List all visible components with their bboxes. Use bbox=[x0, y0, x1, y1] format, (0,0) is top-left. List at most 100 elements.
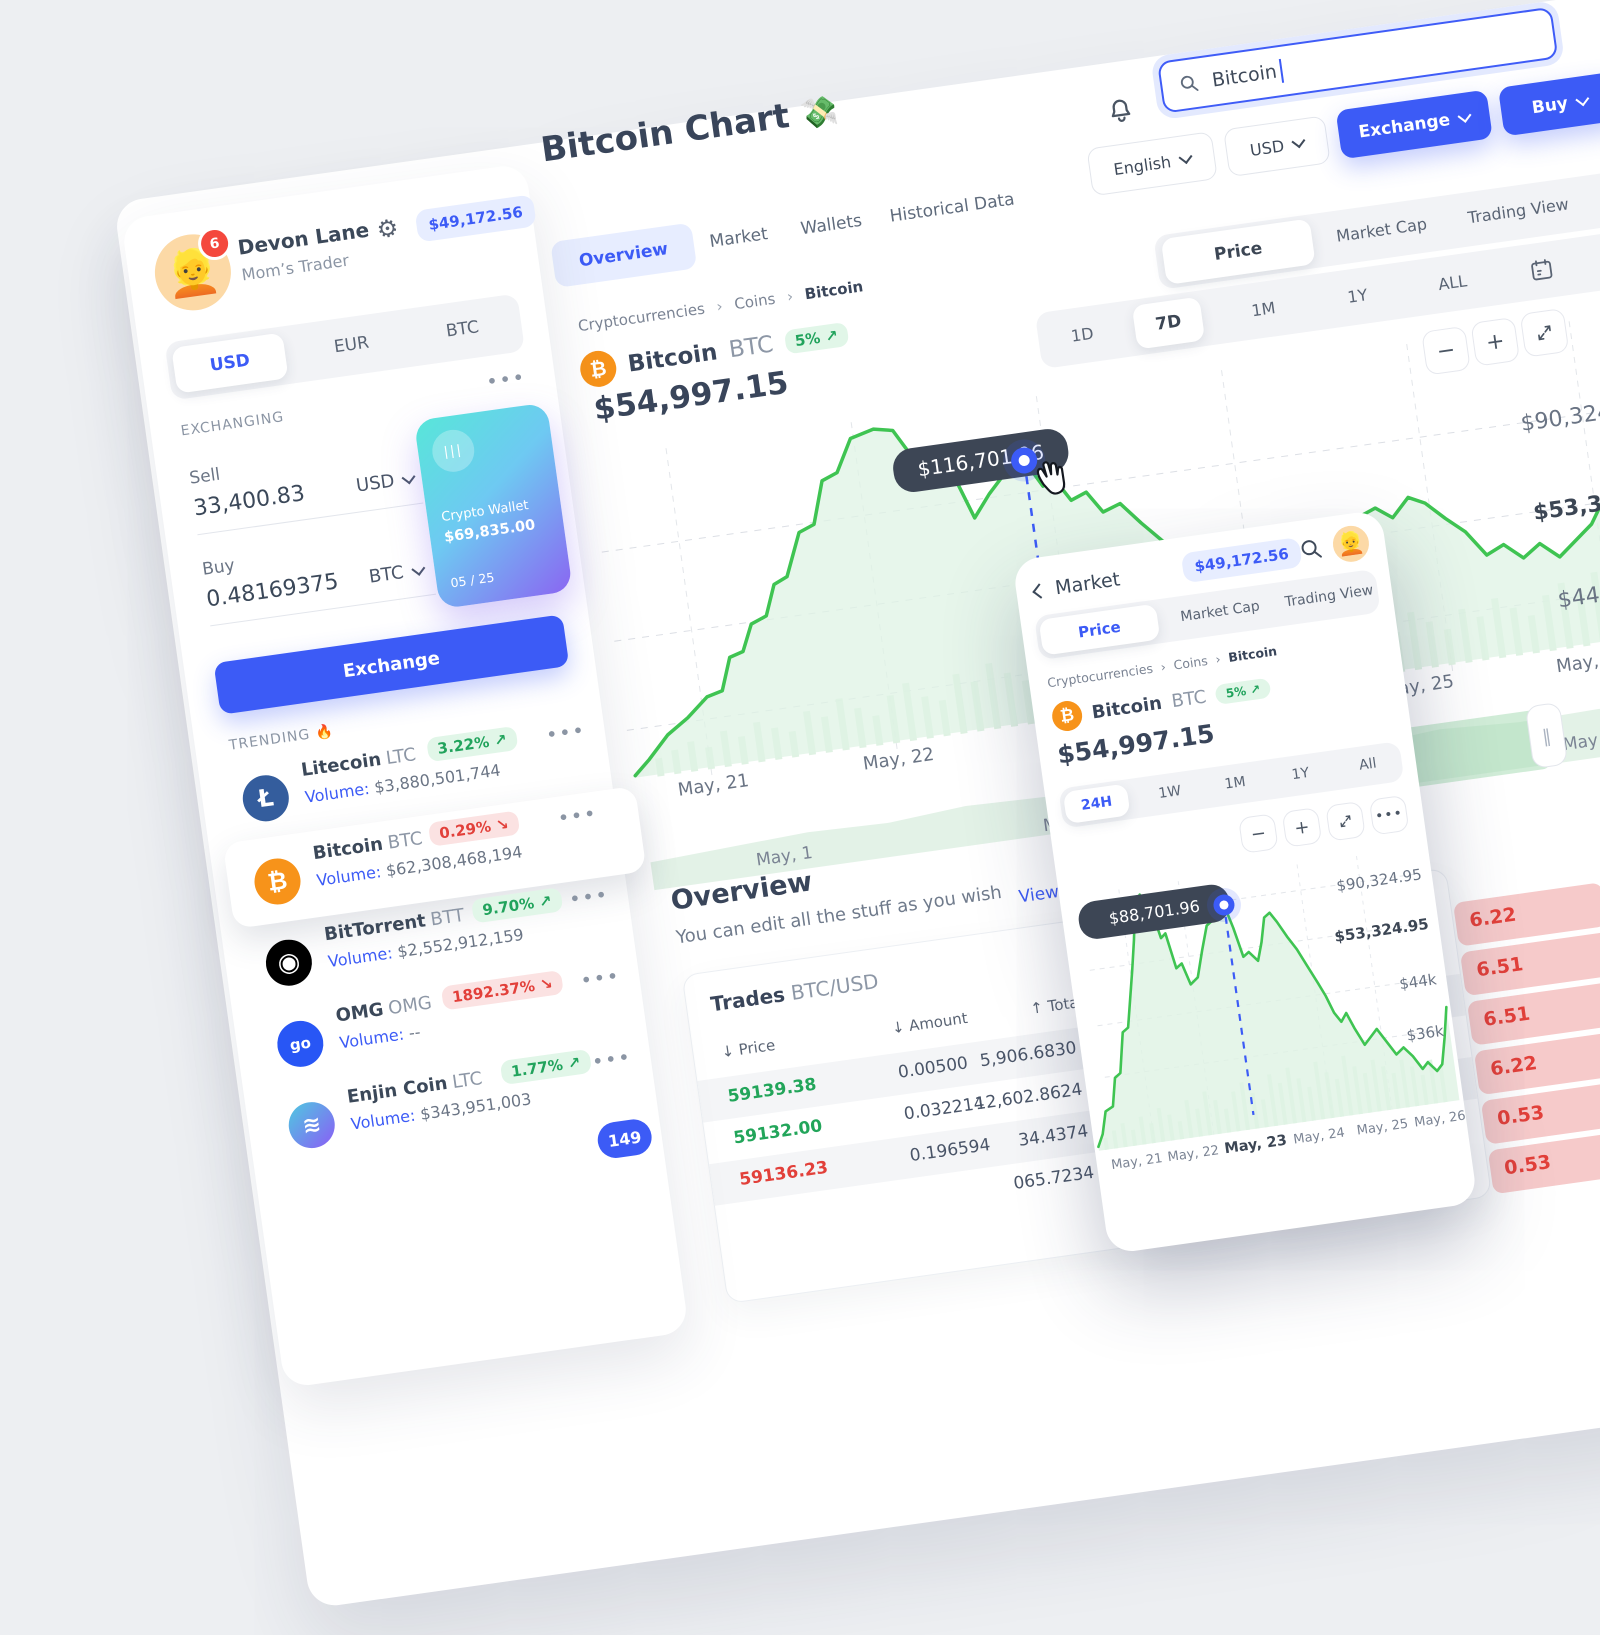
zoom-out-button[interactable]: − bbox=[1238, 813, 1279, 854]
row-menu-icon[interactable]: ••• bbox=[569, 885, 611, 909]
chevron-down-icon bbox=[402, 470, 416, 484]
gear-icon[interactable]: ⚙ bbox=[375, 213, 400, 244]
x-axis-label: May, 21 bbox=[676, 770, 750, 801]
range-1y[interactable]: 1Y bbox=[1326, 282, 1388, 309]
range-all[interactable]: ALL bbox=[1422, 269, 1484, 296]
bittorrent-logo-icon: ◉ bbox=[263, 937, 315, 989]
x-axis-label: May, 25 bbox=[1356, 1117, 1409, 1139]
search-value: Bitcoin bbox=[1211, 61, 1279, 92]
currency-tab-eur[interactable]: EUR bbox=[316, 330, 388, 360]
coin-name: Litecoin bbox=[300, 749, 383, 781]
expand-icon bbox=[1533, 322, 1556, 345]
trending-row-omg[interactable]: go OMG OMG 1892.37% ↘ Volume: -- ••• bbox=[273, 967, 610, 1014]
sell-amount-input[interactable]: 33,400.83 bbox=[192, 481, 306, 521]
range-7d[interactable]: 7D bbox=[1132, 297, 1205, 350]
count-badge: 149 bbox=[595, 1117, 653, 1160]
coin-symbol: LTC bbox=[451, 1068, 484, 1093]
y-axis-label: $53,324.95 bbox=[1532, 482, 1600, 526]
breadcrumb-cryptocurrencies[interactable]: Cryptocurrencies bbox=[1046, 661, 1154, 691]
buy-label: Buy bbox=[201, 555, 236, 579]
calendar-icon[interactable] bbox=[1528, 256, 1555, 283]
chevron-left-icon bbox=[1032, 583, 1047, 598]
balance-badge: $49,172.56 bbox=[415, 194, 537, 242]
chevron-down-icon bbox=[1178, 150, 1192, 164]
currency-tab-btc[interactable]: BTC bbox=[426, 315, 498, 345]
y-axis-label: $44k bbox=[1398, 970, 1438, 993]
bell-icon[interactable] bbox=[1103, 94, 1137, 128]
mobile-price-chart[interactable]: $90,324.95 $53,324.95 $44k $36k $88,701.… bbox=[1058, 836, 1468, 1185]
trade-total: 065.7234 bbox=[994, 1163, 1096, 1197]
sell-label: Sell bbox=[188, 465, 221, 489]
y-axis-label: $53,324.95 bbox=[1333, 915, 1429, 946]
mobile-view-price-tab[interactable]: Price bbox=[1039, 604, 1161, 656]
fullscreen-button[interactable] bbox=[1520, 308, 1570, 358]
row-menu-icon[interactable]: ••• bbox=[580, 966, 622, 990]
chevron-down-icon bbox=[1457, 108, 1471, 122]
trade-total: 12,602.8624 bbox=[972, 1080, 1084, 1115]
money-wings-emoji-icon: 💸 bbox=[799, 93, 841, 133]
x-axis-label: May, 26 bbox=[1413, 1109, 1466, 1131]
coin-name: Bitcoin bbox=[626, 339, 719, 377]
change-badge: 1892.37% ↘ bbox=[441, 970, 564, 1011]
avatar[interactable]: 👱 6 bbox=[150, 229, 236, 315]
trending-row-enjin[interactable]: ≋ Enjin Coin LTC 1.77% ↗ Volume: $343,95… bbox=[284, 1048, 621, 1095]
view-trading-view-tab[interactable]: Trading View bbox=[1448, 192, 1589, 230]
x-axis-label-active: May, 23 bbox=[1223, 1133, 1287, 1158]
bitcoin-logo-icon: ₿ bbox=[578, 349, 619, 390]
column-header-price[interactable]: ↓ Price bbox=[720, 1036, 776, 1061]
range-1w[interactable]: 1W bbox=[1147, 781, 1193, 803]
exchanging-label: EXCHANGING bbox=[180, 409, 285, 439]
fullscreen-button[interactable] bbox=[1325, 801, 1366, 842]
search-icon bbox=[1177, 71, 1202, 96]
chevron-down-icon bbox=[1292, 134, 1306, 148]
wallet-expiry: 05 / 25 bbox=[450, 569, 496, 590]
range-1y[interactable]: 1Y bbox=[1278, 763, 1324, 785]
trade-price: 59139.38 bbox=[726, 1075, 817, 1107]
range-1m[interactable]: 1M bbox=[1232, 296, 1294, 323]
coin-change-badge: 5% ↗ bbox=[1215, 678, 1272, 705]
range-all[interactable]: All bbox=[1345, 754, 1391, 776]
sell-currency-select[interactable]: USD bbox=[355, 468, 416, 497]
search-icon[interactable] bbox=[1298, 536, 1325, 563]
avatar[interactable]: 👱 bbox=[1331, 523, 1372, 564]
column-header-amount[interactable]: ↓ Amount bbox=[891, 1009, 969, 1037]
range-1d[interactable]: 1D bbox=[1051, 321, 1113, 348]
view-market-cap-tab[interactable]: Market Cap bbox=[1316, 212, 1447, 249]
mobile-back-button[interactable]: Market bbox=[1033, 568, 1122, 602]
coin-symbol: BTT bbox=[429, 905, 466, 931]
fire-emoji-icon: 🔥 bbox=[314, 723, 334, 741]
breadcrumb-coins[interactable]: Coins bbox=[1173, 653, 1209, 673]
x-axis-label: May, 26 bbox=[1555, 647, 1600, 678]
currency-tabs: USD EUR BTC bbox=[164, 293, 525, 400]
change-badge: 3.22% ↗ bbox=[426, 726, 518, 762]
exchange-submit-button[interactable]: Exchange bbox=[214, 614, 570, 714]
coin-name: OMG bbox=[334, 999, 384, 1026]
breadcrumb-bitcoin[interactable]: Bitcoin bbox=[1227, 643, 1278, 665]
y-axis-label: $90,324.95 bbox=[1519, 395, 1600, 437]
row-menu-icon[interactable]: ••• bbox=[591, 1047, 633, 1071]
mobile-view-trading-view-tab[interactable]: Trading View bbox=[1273, 581, 1384, 612]
crypto-wallet-card[interactable]: ||| Crypto Wallet $69,835.00 05 / 25 bbox=[414, 402, 573, 609]
change-badge: 1.77% ↗ bbox=[500, 1049, 592, 1085]
mobile-view-market-cap-tab[interactable]: Market Cap bbox=[1165, 596, 1276, 627]
range-24h[interactable]: 24H bbox=[1063, 783, 1131, 824]
currency-tab-usd[interactable]: USD bbox=[171, 333, 288, 394]
wallet-logo-icon: ||| bbox=[430, 427, 477, 474]
language-value: English bbox=[1112, 152, 1172, 179]
coin-name: Bitcoin bbox=[1090, 692, 1163, 723]
more-menu-icon[interactable]: ••• bbox=[1369, 795, 1410, 836]
y-axis-label: $36k bbox=[1405, 1022, 1445, 1045]
trades-title: Trades bbox=[709, 982, 786, 1016]
zoom-out-button[interactable]: − bbox=[1421, 326, 1471, 376]
more-menu-icon[interactable]: ••• bbox=[486, 367, 528, 391]
range-1m[interactable]: 1M bbox=[1212, 772, 1258, 794]
coin-symbol: BTC bbox=[727, 331, 775, 363]
zoom-in-button[interactable]: + bbox=[1282, 807, 1323, 848]
coin-change-badge: 5% ↗ bbox=[783, 322, 849, 355]
zoom-in-button[interactable]: + bbox=[1470, 317, 1520, 367]
buy-currency-select[interactable]: BTC bbox=[368, 559, 425, 587]
row-menu-icon[interactable]: ••• bbox=[545, 720, 587, 744]
trade-price: 59132.00 bbox=[732, 1116, 823, 1148]
text-caret bbox=[1279, 59, 1284, 83]
